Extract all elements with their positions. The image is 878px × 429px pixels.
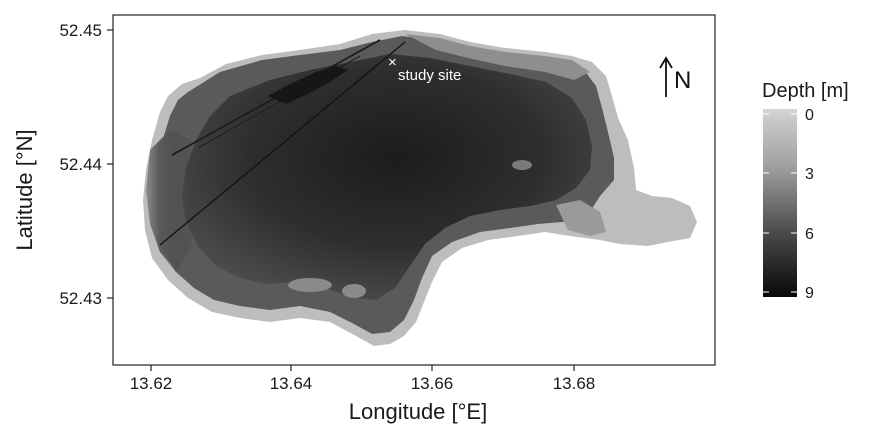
y-tick-label: 52.45: [59, 21, 102, 40]
legend-tick-label: 0: [805, 107, 814, 124]
study-site-annotation: × study site: [388, 54, 461, 84]
y-tick-label: 52.44: [59, 155, 102, 174]
y-tick-label: 52.43: [59, 289, 102, 308]
lake-deep-basin: [182, 54, 592, 300]
x-tick-label: 13.64: [270, 374, 313, 393]
study-site-label: study site: [398, 67, 461, 84]
shallow-spot-east: [512, 160, 532, 170]
depth-legend: Depth [m] 0 3 6 9: [762, 80, 849, 302]
y-axis-title: Latitude [°N]: [12, 129, 37, 250]
x-axis-title: Longitude [°E]: [349, 399, 487, 424]
legend-tick-label: 6: [805, 226, 814, 243]
legend-tick-label: 9: [805, 285, 814, 302]
shallow-bar-south-1: [288, 278, 332, 292]
legend-title: Depth [m]: [762, 80, 849, 102]
study-site-marker: ×: [388, 54, 397, 71]
lake: [143, 30, 697, 346]
x-tick-label: 13.68: [553, 374, 596, 393]
legend-tick-label: 3: [805, 166, 814, 183]
shallow-bar-south-2: [342, 284, 366, 298]
channel-line-2: [159, 41, 406, 246]
shallow-east-arm: [556, 200, 606, 236]
x-tick-label: 13.62: [130, 374, 173, 393]
north-arrow-head-icon: [659, 56, 673, 69]
shallow-northeast-shelf: [405, 34, 590, 80]
x-tick-label: 13.66: [411, 374, 454, 393]
lake-western-shelf: [146, 130, 200, 272]
north-label: N: [674, 67, 691, 94]
legend-colorbar: [763, 109, 797, 297]
dark-patch-north: [268, 66, 348, 104]
x-axis: 13.62 13.64 13.66 13.68 Longitude [°E]: [130, 365, 596, 424]
north-arrow: N: [659, 56, 691, 97]
y-axis: 52.45 52.44 52.43 Latitude [°N]: [12, 21, 113, 308]
